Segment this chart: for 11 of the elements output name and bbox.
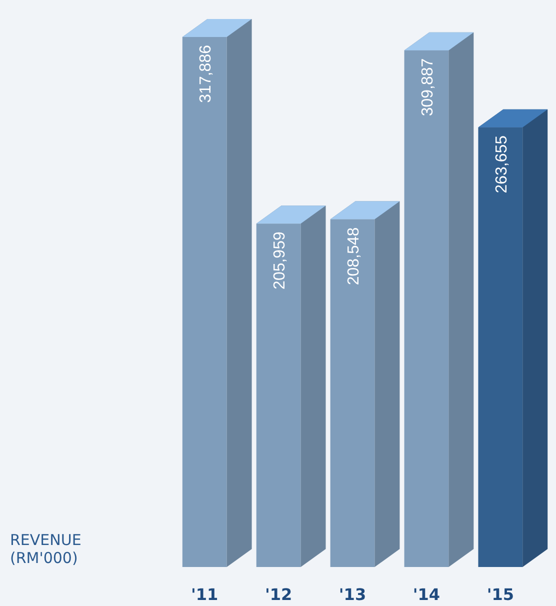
data-label: 309,887 — [419, 58, 436, 116]
data-label: 263,655 — [493, 135, 510, 194]
x-tick-label: '14 — [412, 585, 440, 604]
x-tick-label: '15 — [486, 585, 514, 604]
data-label: 205,959 — [272, 232, 289, 290]
data-label: 208,548 — [346, 227, 362, 286]
x-tick-label: '13 — [338, 585, 366, 604]
x-tick-label: '12 — [264, 585, 292, 604]
text: REVENUE (RM'000) — [10, 531, 82, 567]
x-tick-label: '11 — [190, 585, 218, 604]
data-label: 317,886 — [198, 44, 215, 103]
